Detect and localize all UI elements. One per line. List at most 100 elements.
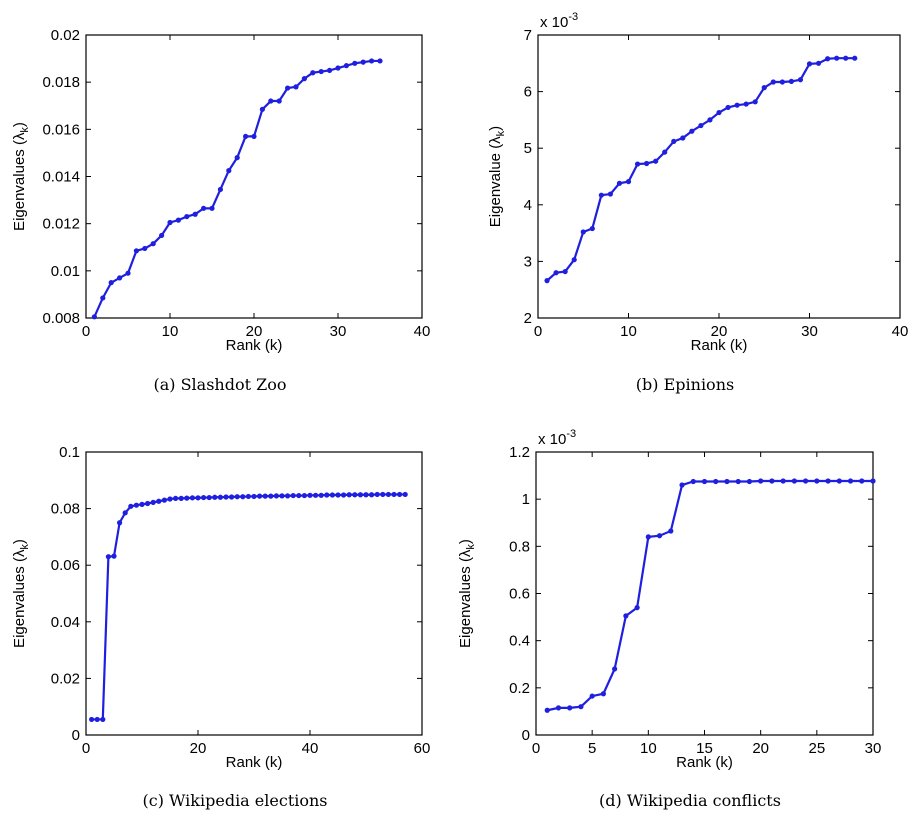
data-point (329, 492, 335, 498)
data-point (735, 478, 741, 485)
y-tick-label: 0.08 (51, 501, 80, 518)
y-tick-label: 0.2 (509, 680, 530, 697)
data-point (369, 492, 375, 498)
data-point (285, 493, 291, 499)
data-point (397, 491, 403, 498)
x-tick-label: 30 (865, 740, 882, 757)
data-point (634, 161, 641, 167)
data-point (150, 241, 156, 247)
data-point (716, 109, 722, 116)
data-point (226, 168, 232, 174)
x-tick-label: 15 (696, 740, 713, 757)
x-tick-label: 60 (414, 740, 431, 757)
x-tick-label: 30 (330, 323, 347, 340)
data-point (580, 229, 586, 235)
data-point (769, 478, 775, 484)
y-tick-label: 0.06 (51, 557, 80, 574)
x-tick-label: 40 (892, 323, 909, 340)
y-tick-label: 0 (72, 727, 80, 744)
data-point (184, 213, 190, 220)
plot-area (535, 451, 874, 736)
data-point (352, 492, 358, 498)
y-exponent-label: x 10-3 (538, 428, 576, 448)
x-tick-label: 0 (82, 740, 90, 757)
data-point (189, 495, 195, 501)
plot-area (85, 34, 423, 319)
data-point (791, 478, 797, 484)
data-point (262, 493, 268, 499)
x-tick-label: 20 (190, 740, 207, 757)
data-point (734, 102, 740, 108)
y-tick-label: 0.008 (42, 310, 80, 327)
data-point (145, 500, 151, 507)
y-tick-label: 6 (524, 84, 532, 101)
y-tick-label: 1 (522, 491, 530, 508)
data-point (251, 133, 257, 140)
y-tick-label: 0.014 (42, 169, 80, 186)
data-point (725, 104, 731, 111)
data-point (797, 77, 804, 83)
data-point (310, 70, 316, 76)
data-point (178, 495, 184, 502)
y-tick-label: 0.012 (42, 216, 80, 233)
data-point (779, 79, 785, 85)
y-axis-label: Eigenvalues (λk) (457, 539, 477, 648)
data-point (567, 705, 573, 711)
y-exponent-label: x 10-3 (540, 11, 578, 31)
data-point (562, 268, 568, 275)
data-point (369, 58, 375, 64)
data-point (192, 211, 198, 217)
data-point (346, 492, 352, 498)
data-point (91, 314, 97, 320)
data-point (544, 707, 550, 713)
x-tick-label: 0 (532, 740, 540, 757)
data-point (662, 149, 668, 155)
data-point (656, 533, 663, 539)
x-axis-label: Rank (k) (676, 754, 733, 771)
data-point (612, 666, 618, 672)
data-point (259, 106, 265, 112)
x-tick-label: 10 (620, 323, 637, 340)
data-point (159, 232, 165, 239)
data-point (814, 478, 820, 484)
data-point (142, 245, 148, 252)
data-point (156, 498, 162, 504)
data-point (589, 693, 595, 699)
data-point (843, 55, 849, 61)
data-point (234, 494, 240, 500)
data-point (680, 135, 686, 141)
data-point (268, 98, 274, 104)
data-point (852, 55, 858, 61)
y-tick-label: 0.4 (509, 633, 530, 650)
data-point (161, 497, 167, 503)
data-point (571, 257, 577, 263)
data-point (293, 84, 299, 90)
x-tick-label: 20 (711, 323, 728, 340)
data-point (380, 491, 386, 498)
data-point (644, 160, 650, 167)
data-point (234, 155, 240, 161)
data-point (607, 191, 614, 197)
x-axis-label: Rank (k) (226, 337, 283, 354)
data-point (335, 492, 341, 498)
y-tick-label: 2 (524, 310, 532, 327)
data-point (111, 553, 117, 559)
plot-area (537, 34, 901, 319)
y-tick-label: 0.6 (509, 586, 530, 603)
data-point (834, 55, 840, 61)
x-tick-label: 10 (162, 323, 179, 340)
data-point (117, 520, 123, 526)
data-point (240, 494, 246, 500)
data-point (374, 491, 380, 498)
data-point (770, 79, 776, 85)
chart-panel-1: 0 10 20 30 40 2 3 4 5 6 7 x 10-3 Rank (k) Eigenvalue … (487, 11, 908, 394)
data-point (690, 478, 696, 485)
data-point (780, 478, 786, 484)
y-tick-label: 0.01 (51, 263, 80, 280)
x-tick-label: 0 (534, 323, 542, 340)
data-point (313, 492, 319, 498)
data-point (391, 491, 397, 498)
data-point (836, 478, 842, 484)
data-point (544, 278, 550, 284)
